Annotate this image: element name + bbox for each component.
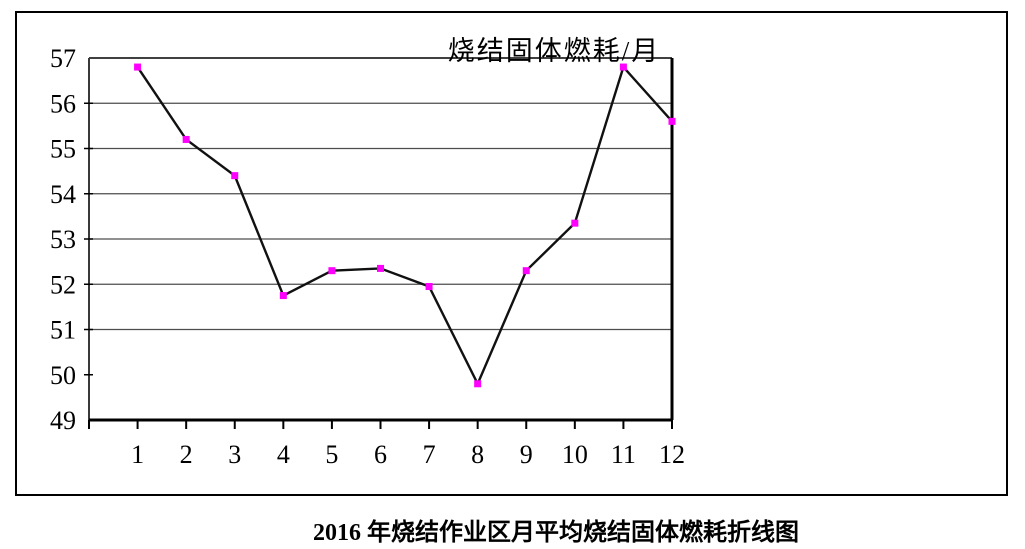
y-tick-label-55: 55 — [50, 135, 76, 164]
x-tick-label-4: 4 — [277, 440, 290, 469]
x-tick-label-11: 11 — [611, 440, 636, 469]
data-point-11 — [619, 63, 627, 71]
y-tick-label-52: 52 — [50, 270, 76, 299]
x-tick-label-1: 1 — [131, 440, 144, 469]
data-point-8 — [474, 380, 482, 388]
x-tick-label-12: 12 — [659, 440, 685, 469]
x-tick-label-10: 10 — [562, 440, 588, 469]
data-point-5 — [328, 267, 336, 275]
data-point-12 — [668, 117, 676, 125]
y-tick-label-56: 56 — [50, 89, 76, 118]
x-tick-label-7: 7 — [423, 440, 436, 469]
data-point-7 — [425, 283, 433, 291]
y-tick-label-51: 51 — [50, 316, 76, 345]
y-tick-label-50: 50 — [50, 361, 76, 390]
data-point-9 — [522, 267, 530, 275]
x-tick-label-8: 8 — [471, 440, 484, 469]
x-tick-label-2: 2 — [180, 440, 193, 469]
x-tick-label-3: 3 — [228, 440, 241, 469]
y-tick-label-49: 49 — [50, 406, 76, 435]
data-point-6 — [377, 264, 384, 272]
y-tick-label-53: 53 — [50, 225, 76, 254]
x-tick-label-5: 5 — [325, 440, 338, 469]
x-tick-label-9: 9 — [520, 440, 533, 469]
data-point-1 — [134, 63, 142, 71]
chart-title: 烧结固体燃耗/月 — [447, 36, 661, 66]
x-tick-label-6: 6 — [374, 440, 387, 469]
data-point-3 — [231, 172, 239, 180]
data-point-10 — [571, 219, 579, 227]
data-point-4 — [279, 292, 287, 300]
data-point-2 — [182, 135, 190, 143]
y-tick-label-57: 57 — [50, 44, 76, 73]
chart-frame: 烧结固体燃耗/月 — [15, 11, 1008, 496]
figure-caption: 2016 年烧结作业区月平均烧结固体燃耗折线图 — [313, 520, 799, 546]
data-line — [136, 64, 673, 387]
y-tick-label-54: 54 — [50, 180, 76, 209]
